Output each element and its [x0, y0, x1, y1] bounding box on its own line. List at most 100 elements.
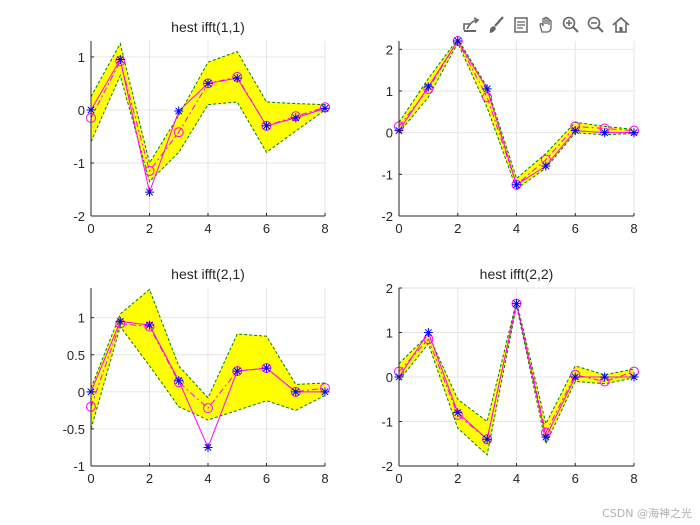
y-tick-label: 1 [386, 84, 393, 99]
true-point [203, 78, 213, 88]
true-point [482, 434, 492, 444]
band-upper-line [90, 288, 326, 399]
y-tick-label: -1 [381, 415, 393, 430]
x-tick-label: 8 [321, 471, 328, 486]
true-point [541, 432, 551, 442]
true-point [570, 372, 580, 382]
true-point [482, 84, 492, 94]
band-lower-line [90, 325, 326, 430]
zoom-out-icon[interactable] [585, 14, 607, 36]
axes-3: 0 2 4 6 8 -1 -0.5 0 0.5 1 hest ifft(2,1) [63, 266, 330, 486]
y-tick-label: 2 [386, 281, 393, 296]
x-tick-label: 6 [263, 471, 270, 486]
band-lower-line [90, 73, 326, 183]
brush-icon[interactable] [485, 14, 507, 36]
true-point [115, 55, 125, 65]
x-tick-label: 2 [454, 221, 461, 236]
home-icon[interactable] [610, 14, 632, 36]
true-point [600, 372, 610, 382]
true-point [174, 376, 184, 386]
y-tick-label: 1 [386, 326, 393, 341]
true-point [291, 113, 301, 123]
true-point [145, 320, 154, 330]
confidence-band [91, 43, 325, 182]
x-tick-label: 0 [395, 221, 402, 236]
x-tick-label: 2 [454, 471, 461, 486]
axes-2: 0 2 4 6 8 -2 -1 0 1 2 [381, 36, 639, 236]
axes-title: hest ifft(1,1) [171, 19, 245, 35]
x-tick-label: 4 [513, 221, 520, 236]
pan-hand-icon[interactable] [535, 14, 557, 36]
true-point [423, 82, 433, 92]
true-point [541, 161, 551, 171]
x-tick-label: 2 [146, 471, 153, 486]
true-point [320, 387, 330, 397]
x-tick-label: 0 [395, 471, 402, 486]
x-tick-label: 0 [87, 221, 94, 236]
true-point [600, 128, 610, 138]
true-point [423, 328, 433, 337]
y-tick-label: 0 [386, 126, 393, 141]
y-tick-label: -1 [73, 156, 85, 171]
x-tick-label: 6 [572, 221, 579, 236]
y-tick-label: -1 [381, 167, 393, 182]
true-point [145, 187, 154, 197]
y-tick-label: -0.5 [63, 422, 85, 437]
y-tick-label: 1 [78, 50, 85, 65]
true-point [453, 408, 463, 418]
estimate-series-line [398, 39, 635, 186]
true-point [291, 387, 301, 397]
true-point [629, 128, 639, 138]
axes-1: 0 2 4 6 8 -2 -1 0 1 hest ifft(1,1) [73, 19, 330, 236]
true-point [320, 103, 330, 113]
x-tick-label: 4 [204, 221, 211, 236]
true-point [512, 180, 521, 190]
x-tick-label: 0 [87, 471, 94, 486]
y-tick-label: -2 [381, 459, 393, 474]
y-tick-label: -1 [73, 459, 85, 474]
x-tick-label: 8 [630, 221, 637, 236]
true-point [115, 316, 125, 326]
true-point [570, 126, 580, 136]
y-tick-label: 1 [78, 311, 85, 326]
watermark: CSDN @海神之光 [602, 507, 692, 520]
axes-title: hest ifft(2,2) [480, 266, 554, 282]
x-tick-label: 4 [513, 471, 520, 486]
x-tick-label: 2 [146, 221, 153, 236]
y-tick-label: -2 [73, 209, 85, 224]
y-tick-label: 0 [78, 385, 85, 400]
band-lower-line [398, 305, 635, 456]
true-point [262, 121, 271, 131]
true-point [203, 442, 213, 452]
true-point [174, 106, 184, 116]
zoom-in-icon[interactable] [560, 14, 582, 36]
band-lower-line [398, 41, 635, 190]
estimate-point [144, 165, 155, 176]
x-tick-label: 6 [263, 221, 270, 236]
x-tick-label: 6 [572, 471, 579, 486]
x-tick-label: 8 [630, 471, 637, 486]
true-point [453, 36, 463, 46]
datatip-icon[interactable] [510, 14, 532, 36]
true-point [262, 363, 271, 373]
axes-toolbar [460, 14, 632, 36]
estimate-point [203, 403, 213, 414]
estimate-series-line [90, 323, 326, 409]
x-tick-label: 8 [321, 221, 328, 236]
true-point [232, 366, 242, 376]
estimate-series-line [398, 303, 635, 441]
axes-title: hest ifft(2,1) [171, 266, 245, 282]
y-tick-label: 2 [386, 42, 393, 57]
true-point [629, 372, 639, 382]
estimate-point [173, 127, 184, 138]
y-tick-label: 0 [78, 103, 85, 118]
y-tick-label: 0 [386, 370, 393, 385]
band-upper-line [90, 42, 326, 165]
x-tick-label: 4 [204, 471, 211, 486]
axes-4: 0 2 4 6 8 -2 -1 0 1 2 hest ifft(2,2) [381, 266, 639, 486]
y-tick-label: 0.5 [67, 348, 85, 363]
export-icon[interactable] [460, 14, 482, 36]
band-upper-line [398, 38, 635, 180]
true-point [232, 73, 242, 83]
